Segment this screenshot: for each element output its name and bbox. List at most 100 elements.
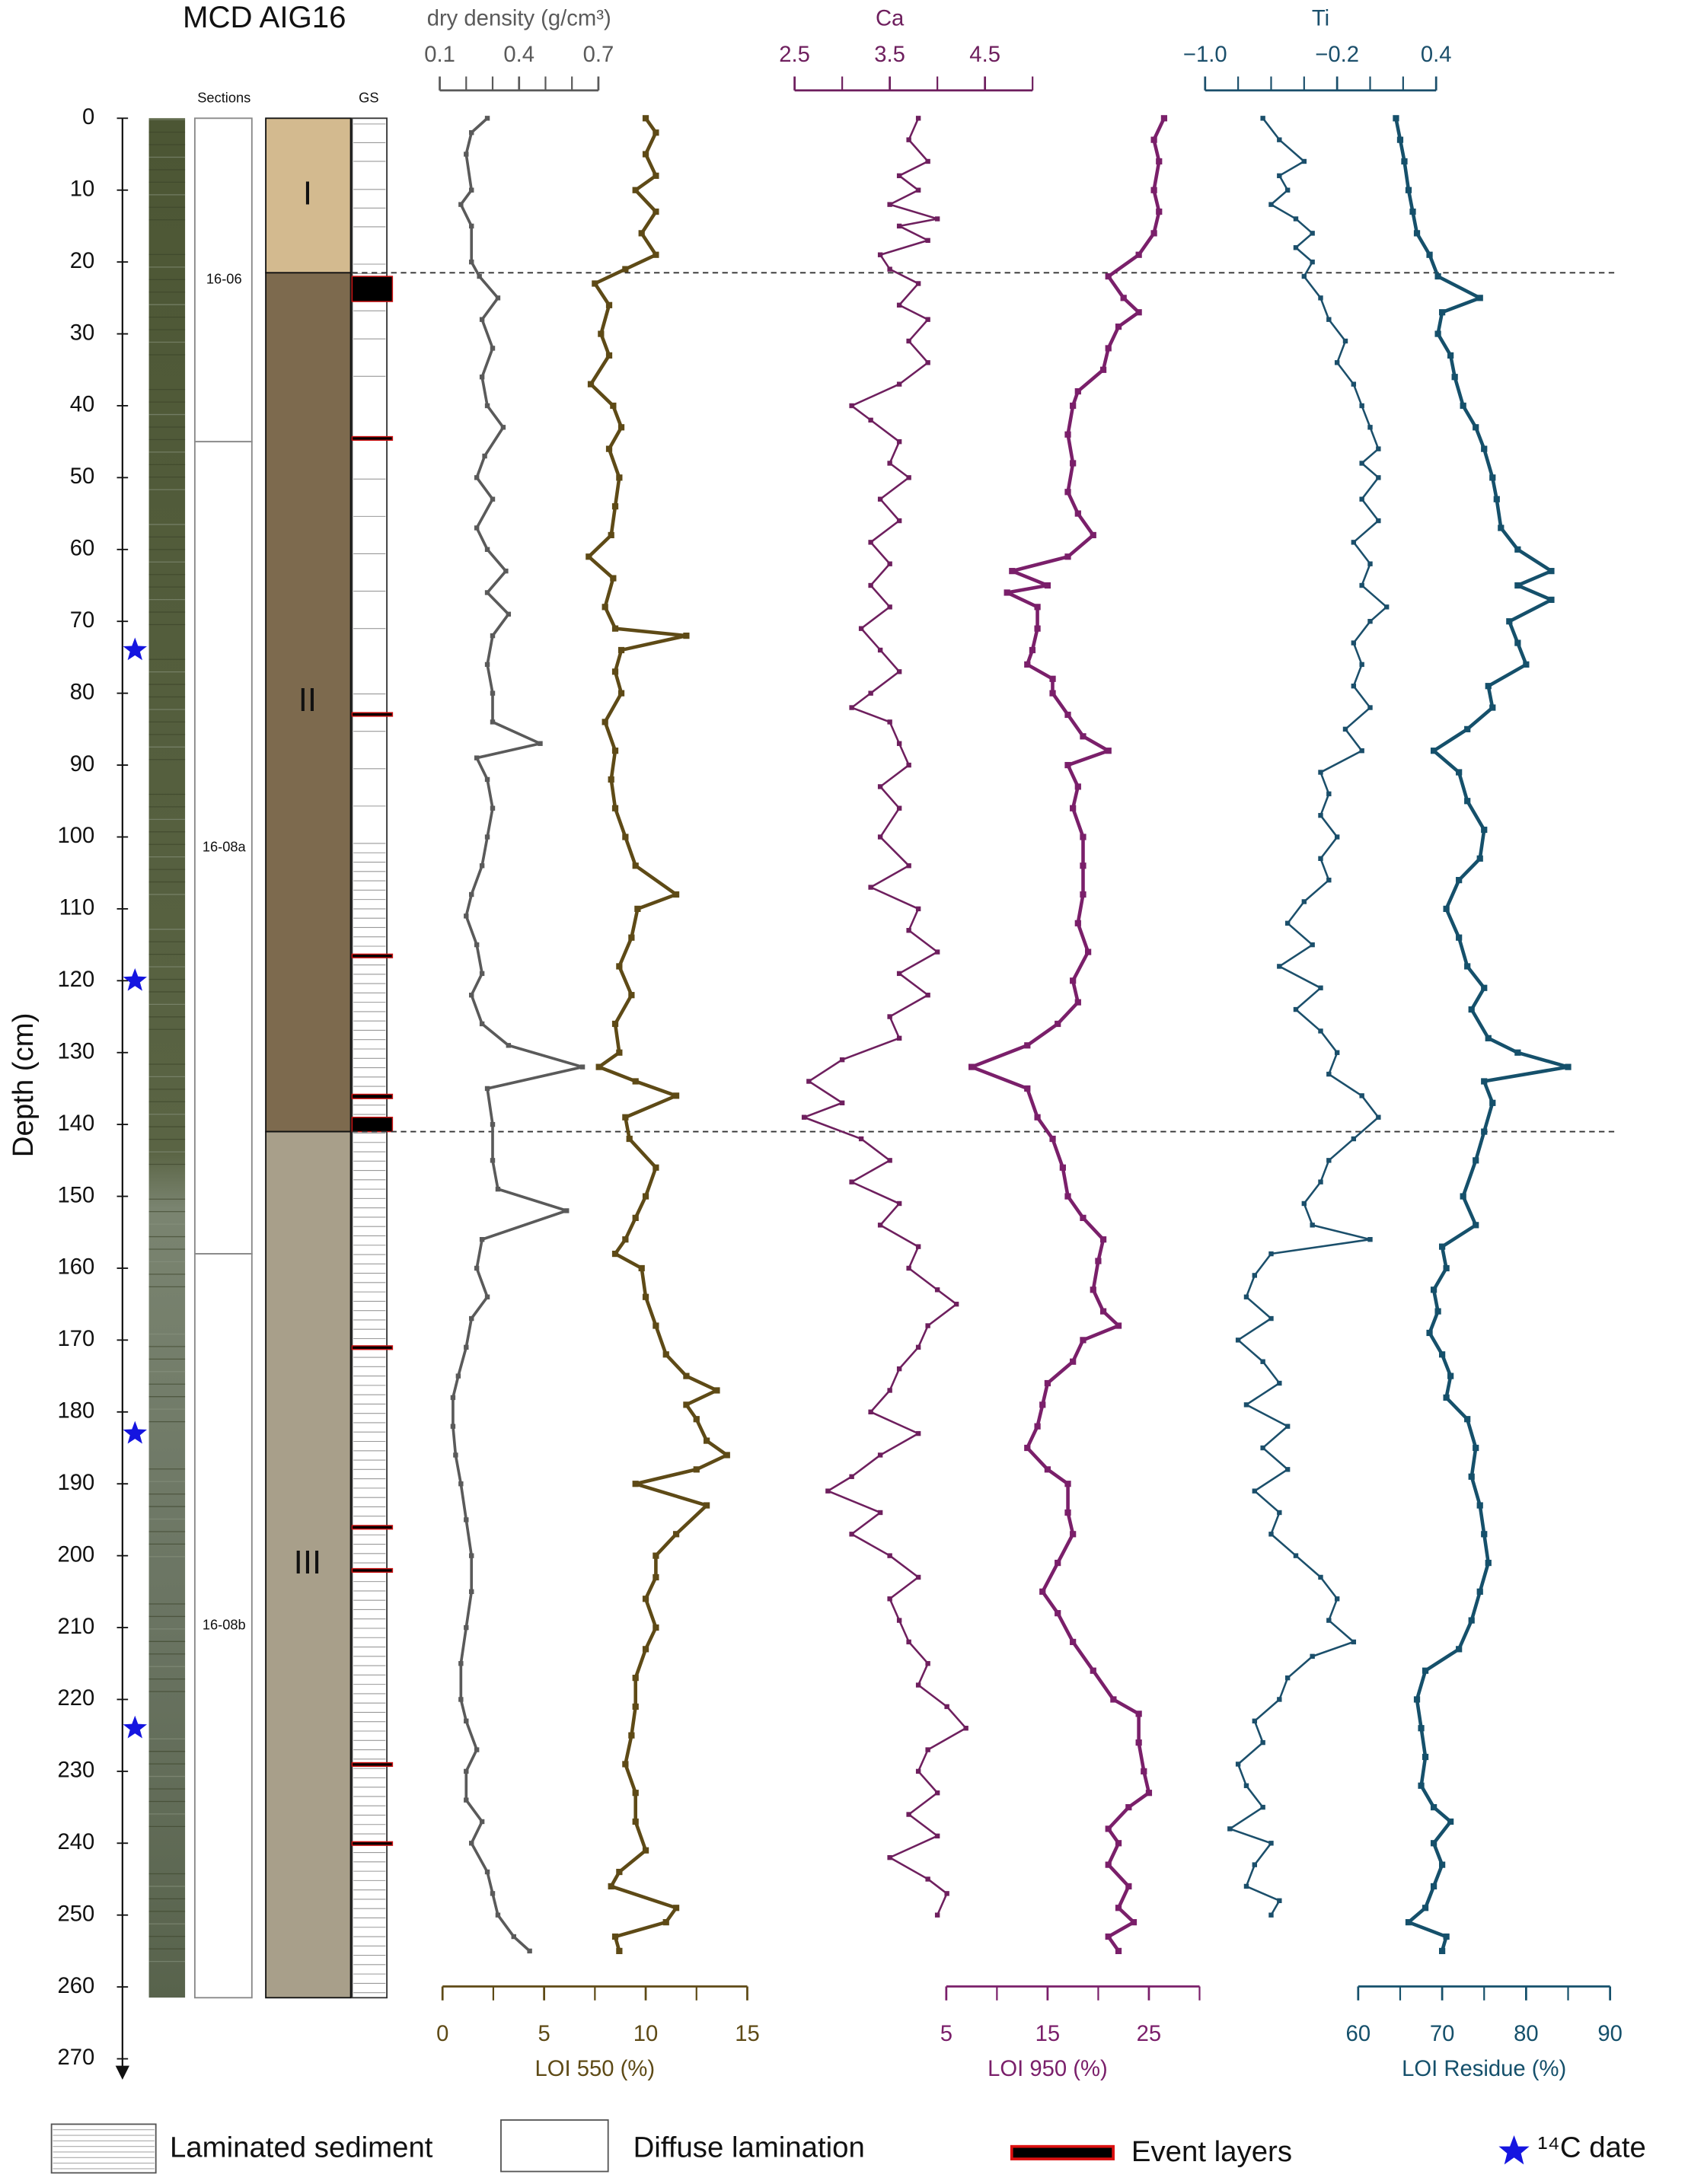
- data-point: [1034, 604, 1041, 611]
- data-point: [925, 238, 930, 244]
- data-point: [1125, 1883, 1132, 1890]
- data-point: [1476, 295, 1483, 301]
- event-layer: [351, 435, 394, 442]
- data-point: [1318, 1574, 1323, 1580]
- y-tick-label: 190: [57, 1471, 94, 1495]
- x-tick-label: 10: [633, 2022, 659, 2046]
- data-point: [1443, 1394, 1450, 1401]
- data-point: [642, 1646, 649, 1653]
- data-point: [469, 1315, 474, 1322]
- data-point: [1268, 1532, 1274, 1537]
- data-point: [877, 1452, 883, 1458]
- data-point: [887, 561, 892, 566]
- data-point: [1105, 748, 1112, 754]
- unit-label: III: [294, 1544, 322, 1581]
- data-point: [1548, 596, 1555, 604]
- data-point: [1318, 812, 1323, 818]
- data-point: [642, 1193, 649, 1200]
- x-tick-label: −0.2: [1315, 43, 1359, 67]
- data-point: [1456, 934, 1463, 941]
- data-point: [1498, 524, 1505, 531]
- data-point: [474, 1747, 480, 1752]
- data-point: [469, 223, 474, 229]
- data-point: [1489, 1099, 1496, 1106]
- y-tick-label: 160: [57, 1255, 94, 1280]
- data-point: [849, 1532, 854, 1537]
- data-point: [1310, 1653, 1315, 1660]
- data-point: [713, 1387, 720, 1394]
- y-tick-label: 230: [57, 1758, 94, 1783]
- data-point: [1334, 1050, 1340, 1055]
- data-point: [1514, 1049, 1521, 1056]
- data-point: [1080, 834, 1087, 840]
- data-point: [1413, 230, 1421, 237]
- data-point: [1260, 1359, 1265, 1364]
- data-point: [1268, 1912, 1274, 1918]
- data-point: [1430, 1840, 1438, 1847]
- data-point: [1460, 402, 1466, 410]
- data-point: [1252, 1488, 1258, 1494]
- data-point: [616, 474, 623, 481]
- data-point: [1422, 1667, 1429, 1674]
- data-point: [642, 151, 649, 158]
- data-point: [915, 1430, 921, 1436]
- data-point: [628, 992, 635, 999]
- data-point: [1074, 510, 1081, 517]
- data-point: [1405, 187, 1412, 193]
- data-point: [617, 424, 625, 431]
- data-point: [464, 1517, 469, 1522]
- x-axis-title: Ca: [876, 6, 905, 30]
- data-point: [1260, 1739, 1265, 1746]
- data-point: [1024, 1444, 1031, 1452]
- data-point: [1359, 403, 1364, 409]
- y-tick-label: 240: [57, 1830, 94, 1854]
- data-point: [479, 1237, 485, 1242]
- data-point: [632, 1790, 639, 1797]
- data-point: [1099, 1308, 1107, 1315]
- data-point: [1252, 1273, 1258, 1278]
- data-point: [1070, 460, 1077, 467]
- x-tick-label: 2.5: [779, 43, 810, 67]
- event-layer: [351, 1345, 394, 1350]
- y-tick-label: 170: [57, 1327, 94, 1351]
- data-point: [622, 1761, 629, 1768]
- data-point: [474, 475, 480, 480]
- data-point: [1326, 1071, 1332, 1077]
- data-point: [1413, 1696, 1421, 1703]
- data-point: [1301, 273, 1307, 279]
- data-point: [1110, 1696, 1117, 1703]
- section-box: [193, 117, 253, 443]
- data-point: [479, 971, 485, 977]
- data-point: [1293, 1553, 1299, 1558]
- data-point: [1070, 1358, 1077, 1365]
- data-point: [611, 1020, 619, 1028]
- data-point: [906, 1265, 911, 1271]
- y-tick-label: 180: [57, 1399, 94, 1424]
- data-point: [1334, 360, 1340, 365]
- data-point: [458, 202, 464, 207]
- data-point: [806, 1079, 812, 1084]
- data-point: [495, 1912, 501, 1918]
- data-point: [968, 1063, 975, 1070]
- data-point: [464, 1344, 469, 1350]
- data-point: [877, 252, 883, 257]
- data-point: [1430, 1286, 1438, 1293]
- data-point: [479, 375, 485, 380]
- data-point: [944, 1704, 949, 1710]
- data-point: [453, 1452, 458, 1458]
- data-point: [490, 633, 496, 639]
- data-point: [464, 1797, 469, 1803]
- section-label: 16-08a: [203, 838, 247, 854]
- data-point: [1105, 273, 1112, 280]
- data-point: [601, 719, 608, 725]
- data-point: [1514, 546, 1521, 553]
- data-point: [1293, 216, 1299, 222]
- data-point: [479, 1819, 485, 1825]
- data-point: [1293, 245, 1299, 250]
- data-point: [1489, 474, 1496, 481]
- data-point: [672, 1531, 680, 1538]
- x-tick-label: 5: [538, 2022, 550, 2046]
- data-point: [469, 992, 474, 998]
- data-point: [896, 1366, 902, 1372]
- data-point: [1049, 1135, 1056, 1143]
